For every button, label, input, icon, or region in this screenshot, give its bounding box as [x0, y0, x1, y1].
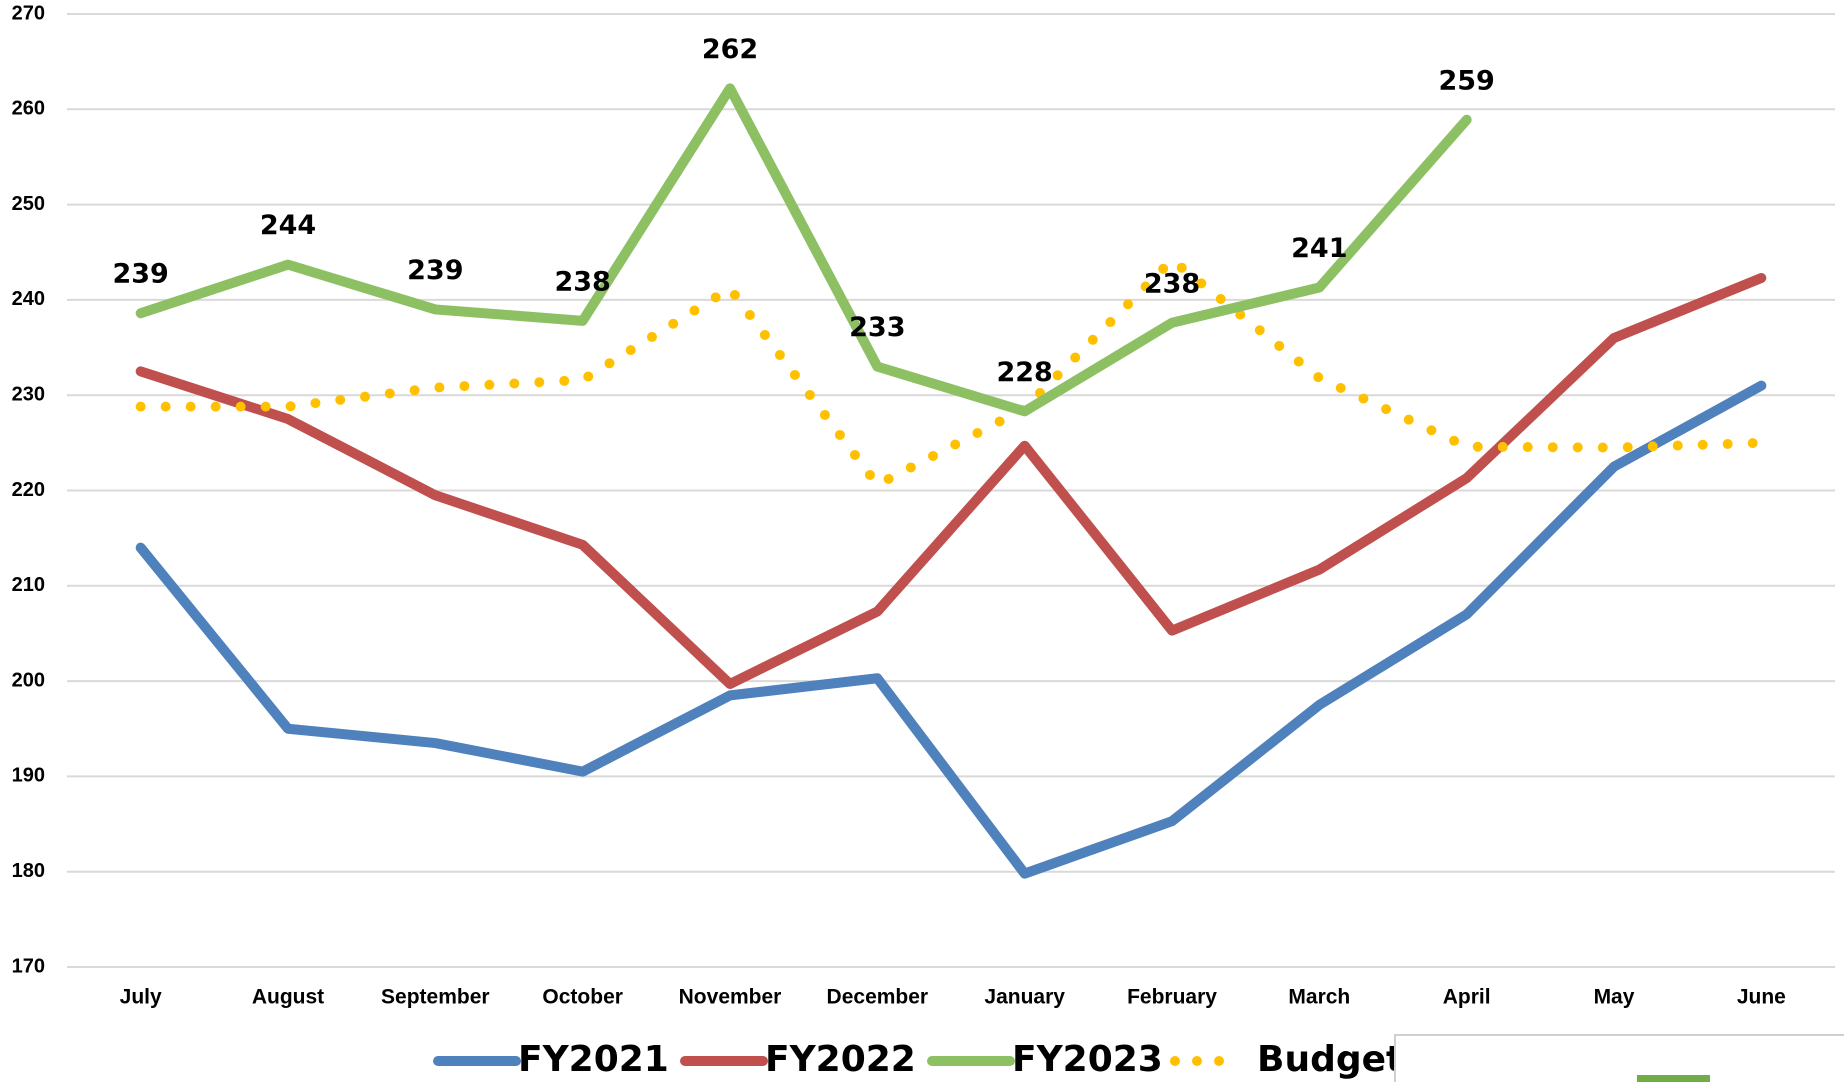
- x-tick-label: October: [542, 986, 623, 1009]
- x-tick-label: August: [252, 986, 324, 1009]
- y-tick-label: 230: [12, 383, 45, 405]
- grid: 170 180 190 200 210 220 230 240 250 260 270 July Aug…: [12, 2, 1835, 1009]
- x-tick-label: January: [984, 986, 1065, 1009]
- legend-label: FY2022: [765, 1039, 916, 1080]
- data-label: 239: [407, 255, 463, 286]
- x-tick-label: December: [827, 986, 929, 1009]
- x-tick-label: March: [1288, 986, 1350, 1009]
- data-label: 238: [554, 266, 610, 297]
- y-tick-label: 250: [12, 193, 45, 215]
- data-label: 239: [112, 259, 168, 290]
- data-label: 233: [849, 312, 905, 343]
- legend-label: FY2021: [518, 1039, 669, 1080]
- legend-label: FY2023: [1012, 1039, 1163, 1080]
- x-tick-label: April: [1443, 986, 1491, 1009]
- budget-line: [135, 254, 1767, 490]
- y-tick-label: 180: [12, 860, 45, 882]
- data-label: 244: [260, 210, 316, 241]
- y-tick-label: 240: [12, 288, 45, 310]
- y-tick-label: 200: [12, 669, 45, 691]
- data-label: 259: [1438, 65, 1494, 96]
- series-line: [135, 83, 1472, 417]
- series-line: [135, 272, 1767, 689]
- y-tick-label: 270: [12, 2, 45, 24]
- x-tick-label: February: [1127, 986, 1217, 1009]
- side-panel: [1394, 1034, 1844, 1082]
- x-tick-label: November: [679, 986, 782, 1009]
- y-tick-label: 220: [12, 479, 45, 501]
- y-tick-label: 190: [12, 765, 45, 787]
- y-tick-label: 170: [12, 955, 45, 977]
- y-tick-label: 210: [12, 574, 45, 596]
- data-label: 228: [996, 357, 1052, 388]
- labels: 239 244 239 238 262 233 228 238 241 259: [112, 34, 1494, 388]
- data-label: 238: [1144, 268, 1200, 299]
- x-tick-label: July: [120, 986, 162, 1009]
- data-label: 241: [1291, 233, 1347, 264]
- lines: [135, 83, 1767, 879]
- series-line: [135, 380, 1767, 879]
- y-tick-label: 260: [12, 98, 45, 120]
- x-tick-label: May: [1594, 986, 1635, 1009]
- data-label: 262: [702, 34, 758, 65]
- panel-swatch: [1637, 1075, 1710, 1082]
- x-tick-label: June: [1737, 986, 1786, 1009]
- legend-label: Budget: [1257, 1039, 1403, 1080]
- x-tick-label: September: [381, 986, 490, 1009]
- legend: FY2021 FY2022 FY2023 Budget: [433, 1039, 1403, 1080]
